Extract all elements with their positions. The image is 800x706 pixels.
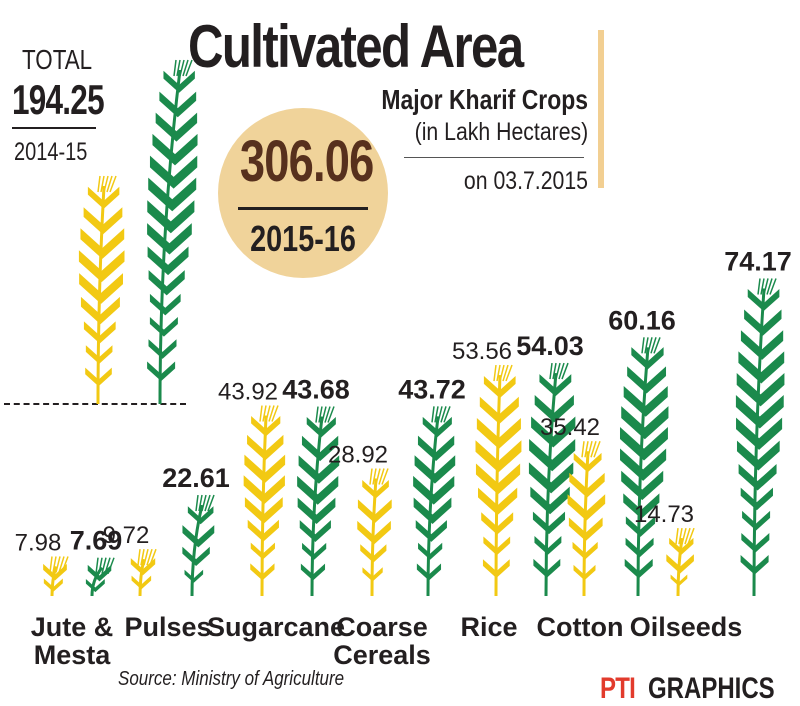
bar-2014-15-5 bbox=[567, 440, 606, 597]
total-2014-15-value: 194.25 bbox=[12, 76, 105, 123]
data-label-2015-16-0: 7.69 bbox=[70, 526, 123, 556]
graphics-logo-text: GRAPHICS bbox=[648, 672, 775, 705]
bar-2014-15-6 bbox=[666, 527, 695, 597]
bar-2014-15-2 bbox=[243, 405, 286, 597]
data-label-2014-15-1: 9.72 bbox=[103, 522, 150, 549]
bar-2015-16-2 bbox=[297, 406, 340, 597]
category-label-4: Rice bbox=[460, 612, 517, 642]
unit-label: (in Lakh Hectares) bbox=[414, 118, 588, 146]
legend-stalk-2015-16 bbox=[147, 59, 198, 405]
bar-2014-15-1 bbox=[130, 548, 157, 597]
total-reference-dashed-line bbox=[4, 403, 186, 405]
category-label-0: Jute & Mesta bbox=[31, 612, 114, 670]
total-2015-16-year: 2015-16 bbox=[250, 218, 356, 259]
bar-2014-15-0 bbox=[43, 556, 69, 597]
category-label-6: Oilseeds bbox=[630, 612, 743, 642]
title-accent-rule bbox=[598, 30, 604, 188]
total-2014-15-year: 2014-15 bbox=[14, 138, 88, 166]
data-label-2015-16-4: 54.03 bbox=[516, 331, 584, 361]
header-divider bbox=[404, 157, 584, 158]
category-label-3: Coarse Cereals bbox=[333, 612, 431, 670]
data-label-2014-15-6: 14.73 bbox=[634, 501, 694, 528]
data-label-2014-15-0: 7.98 bbox=[15, 529, 62, 556]
source-note: Source: Ministry of Agriculture bbox=[118, 668, 345, 690]
data-label-2014-15-5: 35.42 bbox=[540, 414, 600, 441]
pti-logo: PTI bbox=[600, 672, 636, 705]
bar-2015-16-5 bbox=[619, 337, 669, 597]
data-label-2015-16-2: 43.68 bbox=[282, 375, 350, 405]
bar-2015-16-0 bbox=[85, 557, 115, 597]
date-label: on 03.7.2015 bbox=[463, 167, 588, 195]
category-label-1: Pulses bbox=[124, 612, 211, 642]
total-2015-16-value: 306.06 bbox=[239, 129, 374, 194]
category-label-2: Sugarcane bbox=[207, 612, 345, 642]
bar-2014-15-4 bbox=[475, 364, 522, 597]
category-label-5: Cotton bbox=[537, 612, 624, 642]
data-label-2015-16-6: 74.17 bbox=[724, 246, 792, 276]
bar-2015-16-1 bbox=[182, 494, 215, 597]
data-label-2014-15-3: 28.92 bbox=[328, 442, 388, 469]
chart-subtitle: Major Kharif Crops bbox=[381, 84, 588, 115]
data-label-2015-16-5: 60.16 bbox=[608, 305, 676, 335]
data-label-2015-16-1: 22.61 bbox=[162, 463, 230, 493]
bar-2015-16-3 bbox=[413, 406, 456, 597]
bar-2014-15-3 bbox=[357, 468, 392, 597]
data-label-2014-15-4: 53.56 bbox=[452, 338, 512, 365]
chart-title: Cultivated Area bbox=[188, 13, 524, 80]
legend-stalk-2014-15 bbox=[78, 175, 125, 405]
bar-2015-16-4 bbox=[528, 362, 576, 597]
data-label-2015-16-3: 43.72 bbox=[398, 374, 466, 404]
total-divider bbox=[12, 127, 96, 129]
total-2015-16-badge bbox=[218, 108, 388, 278]
bar-2015-16-6 bbox=[735, 278, 785, 597]
total-label: TOTAL bbox=[22, 44, 93, 75]
data-label-2014-15-2: 43.92 bbox=[218, 379, 278, 406]
badge-divider bbox=[238, 207, 368, 210]
